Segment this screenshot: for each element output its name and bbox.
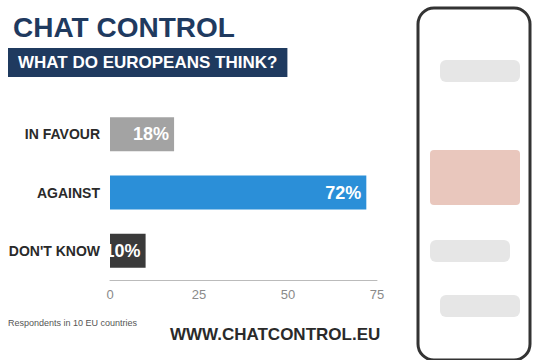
svg-text:WWW.CHATCONTROL.EU: WWW.CHATCONTROL.EU [170,325,380,344]
svg-text:AGAINST: AGAINST [37,185,100,201]
svg-text:IN FAVOUR: IN FAVOUR [25,126,100,142]
svg-text:10%: 10% [105,241,141,261]
svg-text:72%: 72% [325,183,361,203]
svg-text:Respondents in 10 EU countries: Respondents in 10 EU countries [8,318,138,328]
svg-text:CHAT CONTROL: CHAT CONTROL [13,12,235,43]
svg-text:75: 75 [370,287,384,302]
svg-text:DON'T KNOW: DON'T KNOW [9,243,101,259]
svg-text:18%: 18% [133,124,169,144]
svg-text:WHAT DO EUROPEANS THINK?: WHAT DO EUROPEANS THINK? [18,53,277,72]
svg-text:25: 25 [192,287,206,302]
svg-text:0: 0 [106,287,113,302]
svg-text:50: 50 [281,287,295,302]
